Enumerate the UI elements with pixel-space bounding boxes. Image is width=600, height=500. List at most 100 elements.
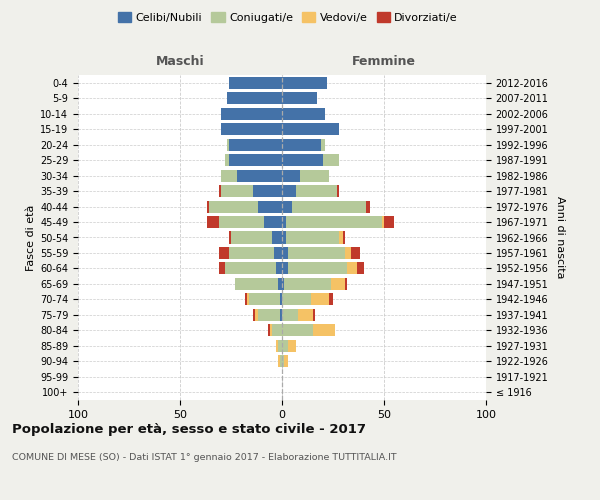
- Bar: [229, 232, 231, 243]
- Bar: [365, 200, 370, 212]
- Bar: [225, 262, 276, 274]
- Bar: [292, 200, 365, 212]
- Bar: [282, 200, 292, 212]
- Bar: [288, 262, 347, 274]
- Bar: [219, 262, 225, 274]
- Bar: [219, 216, 263, 228]
- Bar: [282, 309, 298, 321]
- Bar: [321, 138, 325, 150]
- Bar: [282, 294, 311, 306]
- Bar: [313, 309, 314, 321]
- Bar: [247, 294, 250, 306]
- Bar: [263, 216, 282, 228]
- Bar: [282, 123, 339, 135]
- Bar: [276, 262, 282, 274]
- Bar: [280, 356, 282, 368]
- Bar: [280, 294, 282, 306]
- Bar: [301, 170, 329, 181]
- Bar: [209, 200, 257, 212]
- Bar: [280, 309, 282, 321]
- Bar: [339, 232, 343, 243]
- Bar: [219, 247, 229, 259]
- Bar: [384, 216, 394, 228]
- Legend: Celibi/Nubili, Coniugati/e, Vedovi/e, Divorziati/e: Celibi/Nubili, Coniugati/e, Vedovi/e, Di…: [113, 8, 463, 28]
- Bar: [229, 247, 274, 259]
- Text: Popolazione per età, sesso e stato civile - 2017: Popolazione per età, sesso e stato civil…: [12, 422, 366, 436]
- Bar: [282, 278, 284, 290]
- Bar: [221, 185, 253, 197]
- Bar: [358, 262, 364, 274]
- Y-axis label: Fasce di età: Fasce di età: [26, 204, 36, 270]
- Bar: [229, 138, 282, 150]
- Bar: [323, 154, 339, 166]
- Bar: [274, 247, 282, 259]
- Bar: [229, 76, 282, 89]
- Bar: [282, 340, 288, 352]
- Bar: [313, 324, 335, 336]
- Bar: [284, 356, 288, 368]
- Bar: [221, 123, 282, 135]
- Bar: [329, 294, 333, 306]
- Bar: [282, 247, 288, 259]
- Bar: [288, 247, 345, 259]
- Bar: [282, 324, 313, 336]
- Bar: [225, 154, 229, 166]
- Bar: [296, 185, 337, 197]
- Bar: [206, 200, 209, 212]
- Bar: [282, 216, 286, 228]
- Bar: [345, 247, 352, 259]
- Bar: [272, 324, 282, 336]
- Bar: [286, 232, 339, 243]
- Bar: [257, 200, 282, 212]
- Bar: [250, 294, 280, 306]
- Bar: [270, 324, 272, 336]
- Bar: [382, 216, 384, 228]
- Bar: [282, 356, 284, 368]
- Bar: [343, 232, 345, 243]
- Bar: [253, 309, 256, 321]
- Bar: [272, 232, 282, 243]
- Bar: [282, 76, 327, 89]
- Text: COMUNE DI MESE (SO) - Dati ISTAT 1° gennaio 2017 - Elaborazione TUTTITALIA.IT: COMUNE DI MESE (SO) - Dati ISTAT 1° genn…: [12, 452, 397, 462]
- Bar: [257, 309, 280, 321]
- Bar: [282, 232, 286, 243]
- Bar: [282, 154, 323, 166]
- Bar: [221, 108, 282, 120]
- Bar: [282, 170, 301, 181]
- Bar: [282, 92, 317, 104]
- Bar: [235, 278, 278, 290]
- Bar: [311, 294, 329, 306]
- Bar: [345, 278, 347, 290]
- Bar: [337, 185, 339, 197]
- Bar: [286, 216, 382, 228]
- Bar: [229, 154, 282, 166]
- Bar: [227, 92, 282, 104]
- Bar: [284, 278, 331, 290]
- Bar: [221, 170, 237, 181]
- Bar: [282, 185, 296, 197]
- Bar: [219, 185, 221, 197]
- Bar: [282, 138, 321, 150]
- Bar: [245, 294, 247, 306]
- Bar: [278, 340, 282, 352]
- Bar: [253, 185, 282, 197]
- Bar: [227, 138, 229, 150]
- Text: Maschi: Maschi: [155, 56, 205, 68]
- Bar: [282, 108, 325, 120]
- Bar: [278, 278, 282, 290]
- Bar: [288, 340, 296, 352]
- Bar: [231, 232, 272, 243]
- Y-axis label: Anni di nascita: Anni di nascita: [555, 196, 565, 279]
- Text: Femmine: Femmine: [352, 56, 416, 68]
- Bar: [298, 309, 313, 321]
- Bar: [256, 309, 257, 321]
- Bar: [237, 170, 282, 181]
- Bar: [352, 247, 359, 259]
- Bar: [331, 278, 345, 290]
- Bar: [278, 356, 280, 368]
- Bar: [276, 340, 278, 352]
- Bar: [206, 216, 219, 228]
- Bar: [347, 262, 358, 274]
- Bar: [282, 262, 288, 274]
- Bar: [268, 324, 270, 336]
